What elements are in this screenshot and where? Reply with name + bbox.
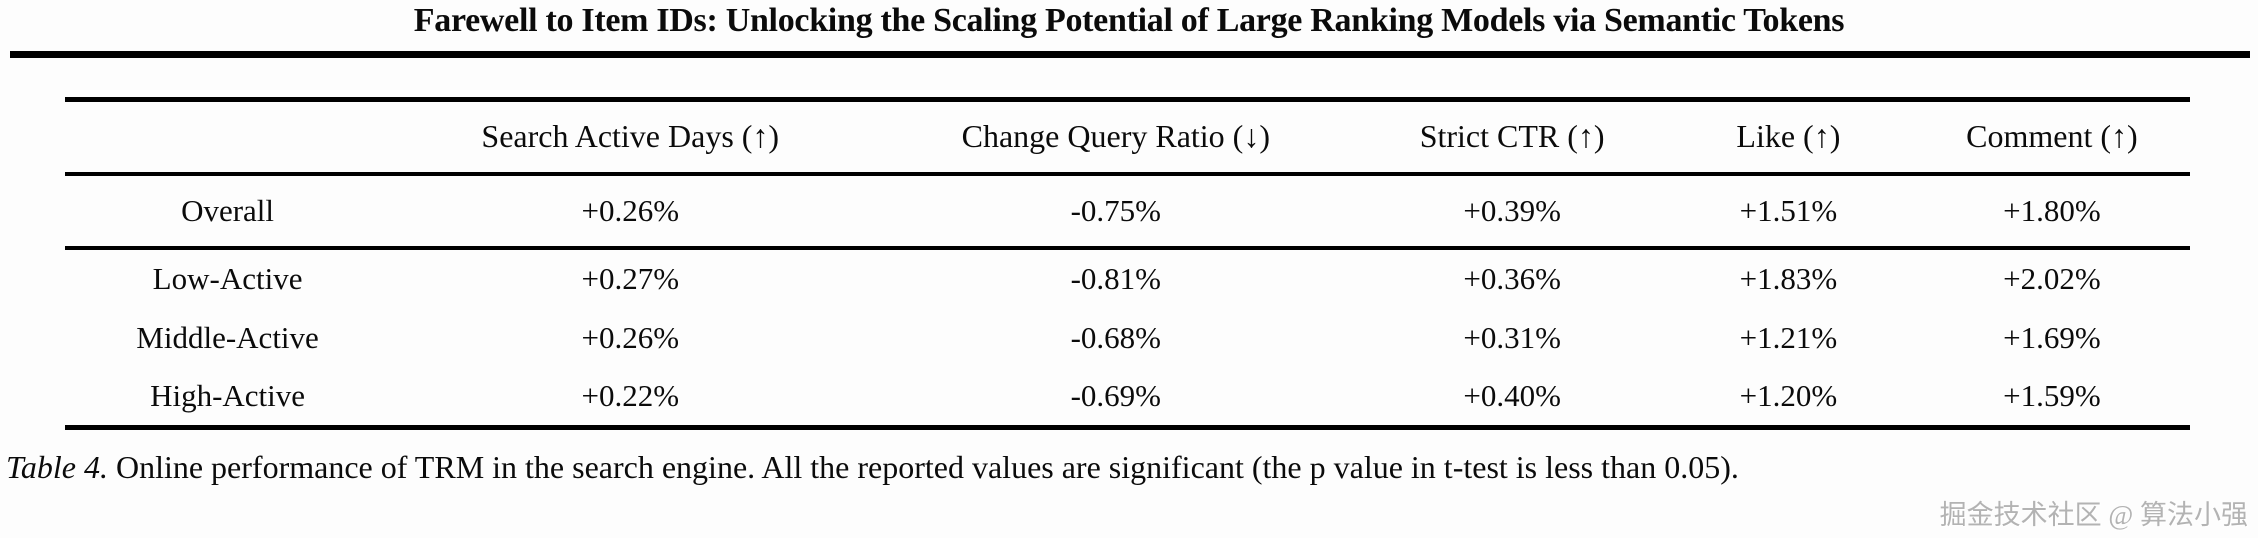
table-caption-text: Online performance of TRM in the search … xyxy=(107,449,1739,485)
row-label: Middle-Active xyxy=(136,319,319,355)
table-caption-label: Table 4. xyxy=(6,449,108,485)
paper-title: Farewell to Item IDs: Unlocking the Scal… xyxy=(413,2,1845,39)
header-cell-change-query-ratio: Change Query Ratio (↓) xyxy=(961,118,1270,155)
header-cell-segment xyxy=(65,100,390,174)
header-cell-like: Like (↑) xyxy=(1736,118,1841,155)
cell-value: -0.68% xyxy=(1070,319,1162,355)
header-cell-search-active-days: Search Active Days (↑) xyxy=(481,118,780,155)
cell-value: +1.80% xyxy=(2003,192,2101,228)
cell-value: -0.69% xyxy=(1070,378,1162,414)
cell-value: +2.02% xyxy=(2003,260,2101,296)
cell-value: +0.26% xyxy=(581,319,680,355)
cell-value: +0.27% xyxy=(581,260,680,296)
results-table: Search Active Days (↑) Change Query Rati… xyxy=(65,97,2190,430)
table-row-overall: Overall +0.26% -0.75% +0.39% +1.51% +1.8… xyxy=(65,174,2190,248)
row-label: Low-Active xyxy=(152,260,303,296)
cell-value: -0.81% xyxy=(1070,260,1162,296)
table-row-high-active: High-Active +0.22% -0.69% +0.40% +1.20% … xyxy=(65,368,2190,428)
cell-value: +1.20% xyxy=(1739,378,1838,414)
cell-value: +0.39% xyxy=(1463,192,1561,228)
row-label: Overall xyxy=(181,192,275,228)
cell-value: -0.75% xyxy=(1070,192,1162,228)
table-row-low-active: Low-Active +0.27% -0.81% +0.36% +1.83% +… xyxy=(65,248,2190,308)
table-caption: Table 4. Online performance of TRM in th… xyxy=(6,449,2252,486)
cell-value: +0.36% xyxy=(1463,260,1561,296)
title-divider-rule xyxy=(10,51,2250,58)
cell-value: +0.31% xyxy=(1463,319,1561,355)
watermark-text: 掘金技术社区 @ 算法小强 xyxy=(1939,500,2248,530)
table-header-row: Search Active Days (↑) Change Query Rati… xyxy=(65,100,2190,174)
cell-value: +1.83% xyxy=(1739,260,1838,296)
cell-value: +1.69% xyxy=(2003,319,2101,355)
cell-value: +1.59% xyxy=(2003,378,2101,414)
cell-value: +0.22% xyxy=(581,378,680,414)
header-cell-comment: Comment (↑) xyxy=(1966,118,2138,155)
cell-value: +0.40% xyxy=(1463,378,1561,414)
cell-value: +1.21% xyxy=(1739,319,1838,355)
table-row-middle-active: Middle-Active +0.26% -0.68% +0.31% +1.21… xyxy=(65,308,2190,368)
header-cell-strict-ctr: Strict CTR (↑) xyxy=(1419,118,1605,155)
row-label: High-Active xyxy=(150,378,306,414)
cell-value: +1.51% xyxy=(1739,192,1838,228)
cell-value: +0.26% xyxy=(581,192,680,228)
